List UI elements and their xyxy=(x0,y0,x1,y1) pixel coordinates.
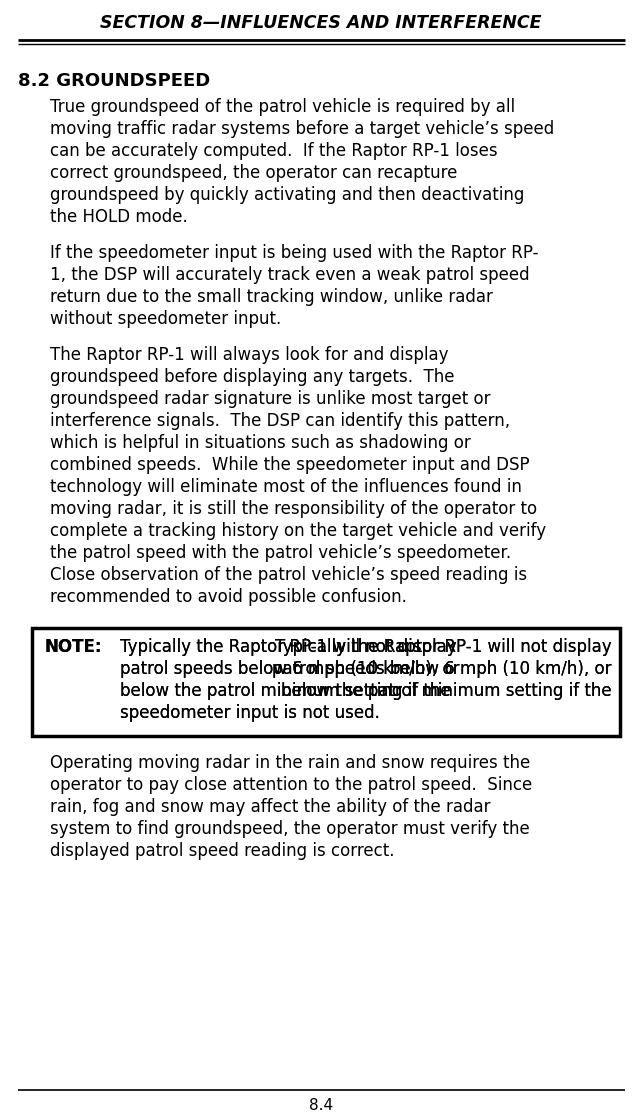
Text: patrol speeds below 6 mph (10 km/h), or: patrol speeds below 6 mph (10 km/h), or xyxy=(273,660,612,678)
Text: NOTE:: NOTE: xyxy=(44,638,102,656)
Text: which is helpful in situations such as shadowing or: which is helpful in situations such as s… xyxy=(50,434,471,452)
Text: below the patrol minimum setting if the: below the patrol minimum setting if the xyxy=(282,682,612,700)
Text: NOTE:: NOTE: xyxy=(44,638,102,656)
Text: technology will eliminate most of the influences found in: technology will eliminate most of the in… xyxy=(50,478,522,496)
Text: 8.4: 8.4 xyxy=(309,1098,333,1113)
Text: Typically the Raptor RP-1 will not display: Typically the Raptor RP-1 will not displ… xyxy=(275,638,612,656)
Text: patrol speeds below 6 mph (10 km/h), or: patrol speeds below 6 mph (10 km/h), or xyxy=(273,660,612,678)
Text: Operating moving radar in the rain and snow requires the: Operating moving radar in the rain and s… xyxy=(50,754,530,772)
Text: the patrol speed with the patrol vehicle’s speedometer.: the patrol speed with the patrol vehicle… xyxy=(50,544,511,562)
Text: patrol speeds below 6 mph (10 km/h), or: patrol speeds below 6 mph (10 km/h), or xyxy=(120,660,460,678)
Text: system to find groundspeed, the operator must verify the: system to find groundspeed, the operator… xyxy=(50,820,530,838)
Text: True groundspeed of the patrol vehicle is required by all: True groundspeed of the patrol vehicle i… xyxy=(50,98,515,116)
Text: groundspeed before displaying any targets.  The: groundspeed before displaying any target… xyxy=(50,368,455,386)
Text: operator to pay close attention to the patrol speed.  Since: operator to pay close attention to the p… xyxy=(50,776,532,794)
Text: return due to the small tracking window, unlike radar: return due to the small tracking window,… xyxy=(50,288,493,306)
Text: Typically the Raptor RP-1 will not display: Typically the Raptor RP-1 will not displ… xyxy=(120,638,457,656)
Text: interference signals.  The DSP can identify this pattern,: interference signals. The DSP can identi… xyxy=(50,413,510,430)
Text: correct groundspeed, the operator can recapture: correct groundspeed, the operator can re… xyxy=(50,164,457,182)
Text: Close observation of the patrol vehicle’s speed reading is: Close observation of the patrol vehicle’… xyxy=(50,566,527,584)
Text: combined speeds.  While the speedometer input and DSP: combined speeds. While the speedometer i… xyxy=(50,456,530,474)
Text: speedometer input is not used.: speedometer input is not used. xyxy=(120,704,380,723)
Text: The Raptor RP-1 will always look for and display: The Raptor RP-1 will always look for and… xyxy=(50,346,449,363)
Text: the HOLD mode.: the HOLD mode. xyxy=(50,209,188,226)
Text: patrol speeds below 6 mph (10 km/h), or: patrol speeds below 6 mph (10 km/h), or xyxy=(120,660,460,678)
Text: SECTION 8—INFLUENCES AND INTERFERENCE: SECTION 8—INFLUENCES AND INTERFERENCE xyxy=(100,14,542,32)
Text: speedometer input is not used.: speedometer input is not used. xyxy=(120,704,380,723)
Text: without speedometer input.: without speedometer input. xyxy=(50,310,281,328)
Text: moving traffic radar systems before a target vehicle’s speed: moving traffic radar systems before a ta… xyxy=(50,120,554,138)
Text: 8.2 GROUNDSPEED: 8.2 GROUNDSPEED xyxy=(18,72,210,90)
Text: displayed patrol speed reading is correct.: displayed patrol speed reading is correc… xyxy=(50,842,395,860)
Text: 1, the DSP will accurately track even a weak patrol speed: 1, the DSP will accurately track even a … xyxy=(50,266,530,284)
Text: If the speedometer input is being used with the Raptor RP-: If the speedometer input is being used w… xyxy=(50,244,538,262)
Text: Typically the Raptor RP-1 will not display: Typically the Raptor RP-1 will not displ… xyxy=(275,638,612,656)
Text: below the patrol minimum setting if the: below the patrol minimum setting if the xyxy=(120,682,451,700)
Text: below the patrol minimum setting if the: below the patrol minimum setting if the xyxy=(120,682,451,700)
Text: groundspeed radar signature is unlike most target or: groundspeed radar signature is unlike mo… xyxy=(50,390,491,408)
Text: can be accurately computed.  If the Raptor RP-1 loses: can be accurately computed. If the Rapto… xyxy=(50,142,498,159)
Bar xyxy=(32,628,620,736)
Text: rain, fog and snow may affect the ability of the radar: rain, fog and snow may affect the abilit… xyxy=(50,798,491,816)
Text: Typically the Raptor RP-1 will not display: Typically the Raptor RP-1 will not displ… xyxy=(120,638,457,656)
Text: moving radar, it is still the responsibility of the operator to: moving radar, it is still the responsibi… xyxy=(50,500,537,518)
Text: below the patrol minimum setting if the: below the patrol minimum setting if the xyxy=(282,682,612,700)
Text: recommended to avoid possible confusion.: recommended to avoid possible confusion. xyxy=(50,588,407,605)
Text: complete a tracking history on the target vehicle and verify: complete a tracking history on the targe… xyxy=(50,522,546,540)
Text: groundspeed by quickly activating and then deactivating: groundspeed by quickly activating and th… xyxy=(50,186,525,204)
